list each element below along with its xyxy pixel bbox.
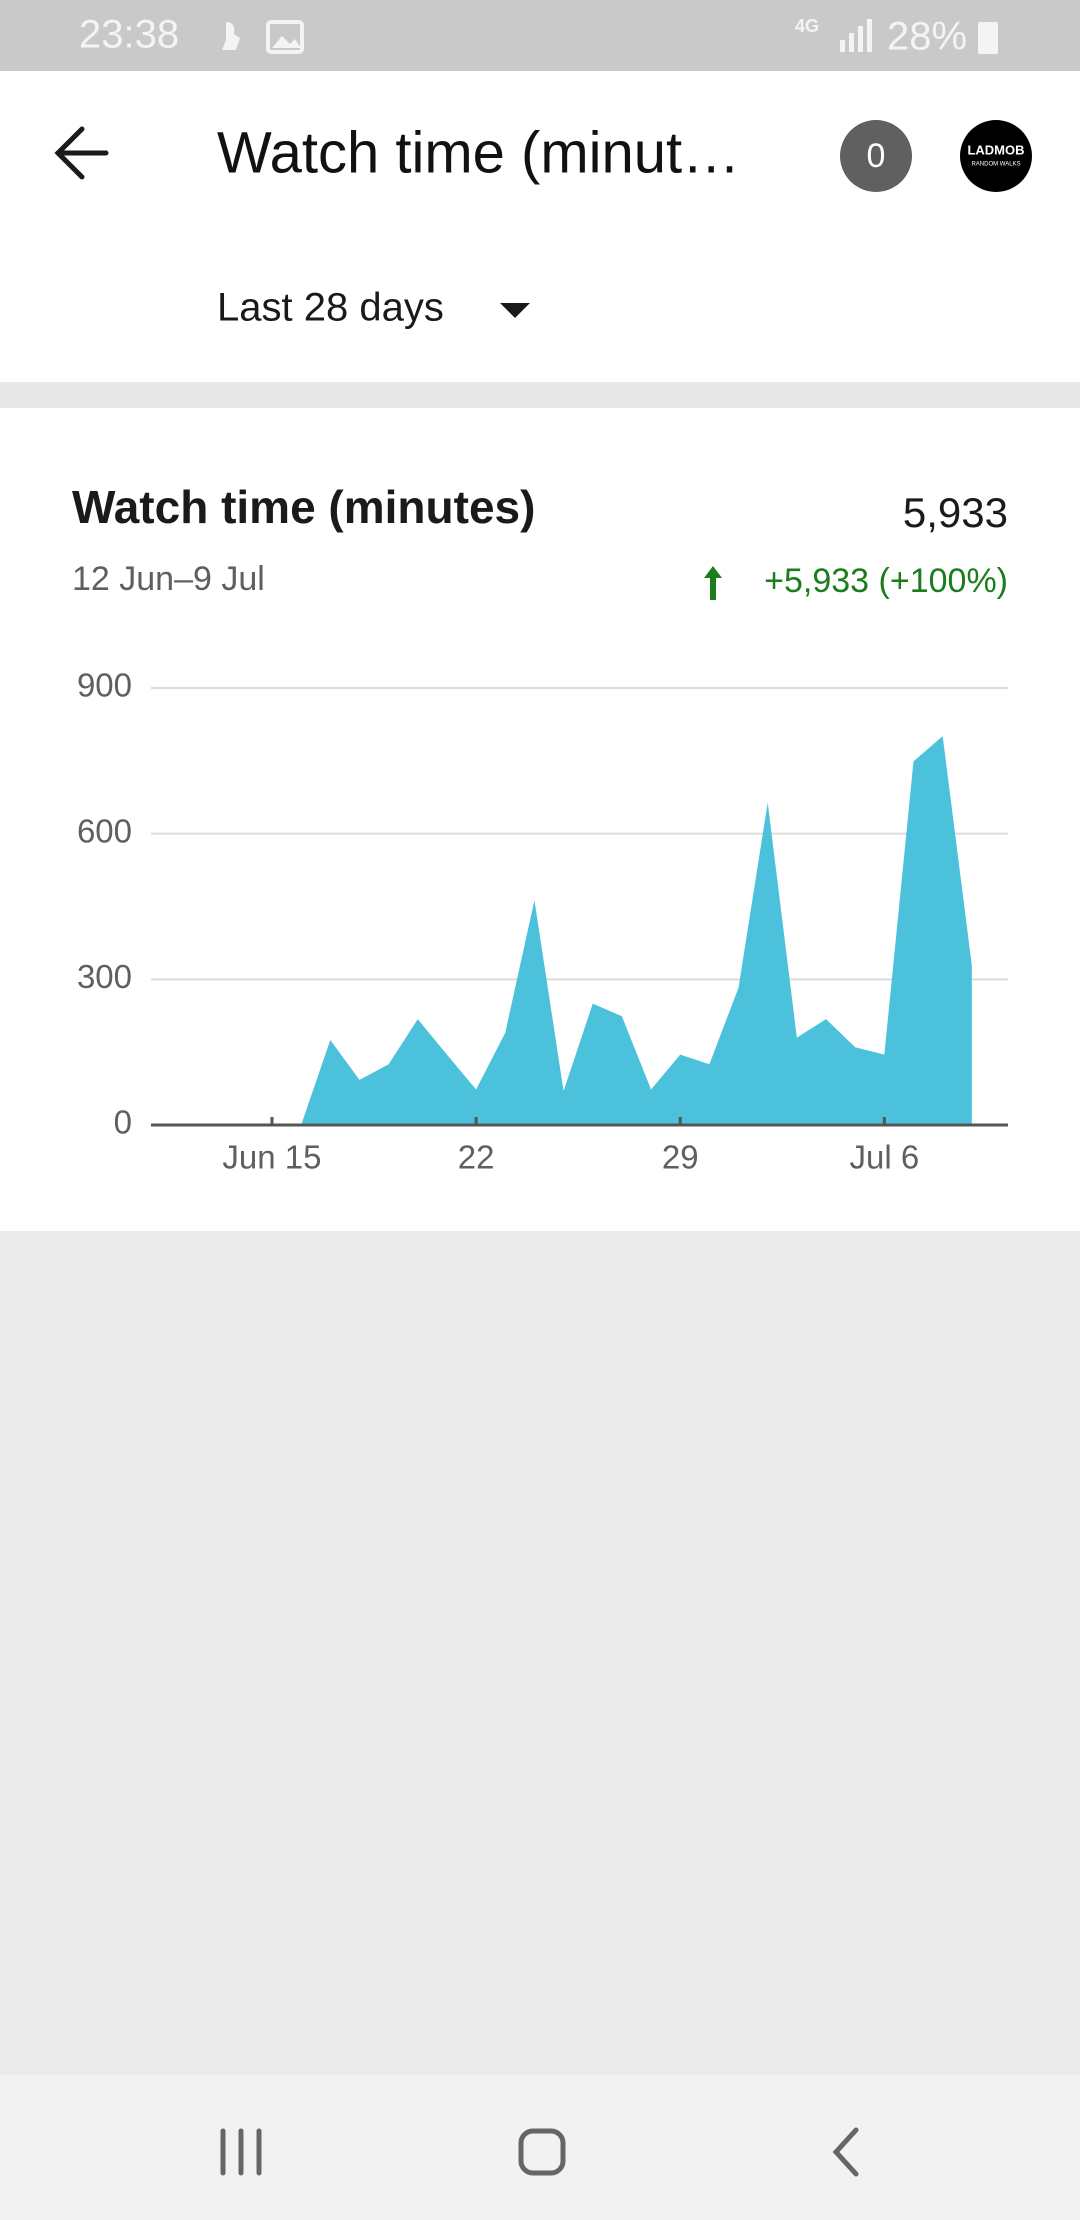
- card-period: 12 Jun–9 Jul: [72, 560, 265, 598]
- image-icon-glyph: [272, 36, 301, 48]
- x-tick-label: 22: [458, 1139, 495, 1176]
- y-tick-label: 900: [77, 667, 132, 704]
- battery-icon: [978, 22, 998, 54]
- date-range-selector[interactable]: Last 28 days: [217, 286, 444, 330]
- notification-icon: [222, 22, 240, 50]
- back-nav-button[interactable]: [832, 2127, 859, 2177]
- back-button[interactable]: [54, 126, 109, 180]
- image-icon: [266, 20, 304, 54]
- chart: 0 300 600 900 Jun 15 22 29 Jul 6: [77, 667, 1008, 1176]
- app-header: [0, 71, 1080, 382]
- navigation-bar: [0, 2075, 1080, 2220]
- x-tick-label: Jun 15: [222, 1139, 321, 1176]
- area: [184, 736, 972, 1125]
- signal-bar: [840, 40, 845, 52]
- trend-arrow: [704, 566, 722, 600]
- card-title: Watch time (minutes): [72, 481, 535, 533]
- y-tick-label: 0: [114, 1104, 132, 1141]
- dropdown-arrow[interactable]: [500, 303, 530, 318]
- channel-avatar[interactable]: [960, 120, 1032, 192]
- signal-bar: [858, 26, 863, 52]
- nav-icons: [220, 2127, 859, 2177]
- status-icons: [222, 19, 998, 54]
- home-button[interactable]: [518, 2128, 566, 2176]
- signal-bar: [867, 19, 872, 52]
- status-time: 23:38: [79, 13, 179, 57]
- card-total: 5,933: [903, 489, 1008, 536]
- card-change: +5,933 (+100%): [764, 562, 1008, 600]
- avatar-label: LADMOB: [967, 142, 1024, 157]
- x-tick-label: 29: [662, 1139, 699, 1176]
- y-tick-label: 600: [77, 812, 132, 849]
- y-tick-label: 300: [77, 958, 132, 995]
- notification-count: 0: [867, 137, 886, 175]
- x-tick-label: Jul 6: [849, 1139, 919, 1176]
- status-bar: [0, 0, 1080, 71]
- avatar-sublabel: RANDOM WALKS: [971, 162, 1020, 168]
- page-title: Watch time (minut…: [217, 120, 740, 185]
- network-type: 4G: [795, 16, 819, 36]
- signal-bar: [849, 33, 854, 52]
- recent-apps-button[interactable]: [220, 2128, 262, 2176]
- notification-badge[interactable]: [840, 120, 912, 192]
- battery-level: 28%: [887, 15, 967, 59]
- separator: [0, 382, 1080, 408]
